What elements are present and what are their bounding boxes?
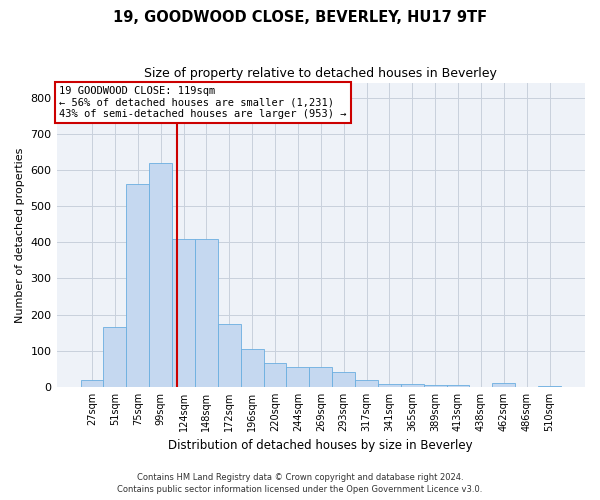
Bar	[424, 385, 446, 387]
Bar	[80, 380, 103, 387]
Bar	[401, 384, 424, 387]
Bar	[263, 364, 286, 387]
Bar	[310, 367, 332, 387]
Text: 19, GOODWOOD CLOSE, BEVERLEY, HU17 9TF: 19, GOODWOOD CLOSE, BEVERLEY, HU17 9TF	[113, 10, 487, 25]
Bar	[332, 372, 355, 387]
Text: 19 GOODWOOD CLOSE: 119sqm
← 56% of detached houses are smaller (1,231)
43% of se: 19 GOODWOOD CLOSE: 119sqm ← 56% of detac…	[59, 86, 347, 120]
Text: Contains HM Land Registry data © Crown copyright and database right 2024.
Contai: Contains HM Land Registry data © Crown c…	[118, 472, 482, 494]
Bar	[538, 386, 561, 387]
Bar	[195, 238, 218, 387]
X-axis label: Distribution of detached houses by size in Beverley: Distribution of detached houses by size …	[169, 440, 473, 452]
Bar	[286, 367, 310, 387]
Bar	[172, 238, 195, 387]
Bar	[446, 385, 469, 387]
Title: Size of property relative to detached houses in Beverley: Size of property relative to detached ho…	[145, 68, 497, 80]
Bar	[103, 327, 127, 387]
Bar	[493, 384, 515, 387]
Bar	[241, 349, 263, 387]
Bar	[355, 380, 378, 387]
Bar	[378, 384, 401, 387]
Bar	[127, 184, 149, 387]
Bar	[218, 324, 241, 387]
Bar	[149, 162, 172, 387]
Y-axis label: Number of detached properties: Number of detached properties	[15, 148, 25, 322]
